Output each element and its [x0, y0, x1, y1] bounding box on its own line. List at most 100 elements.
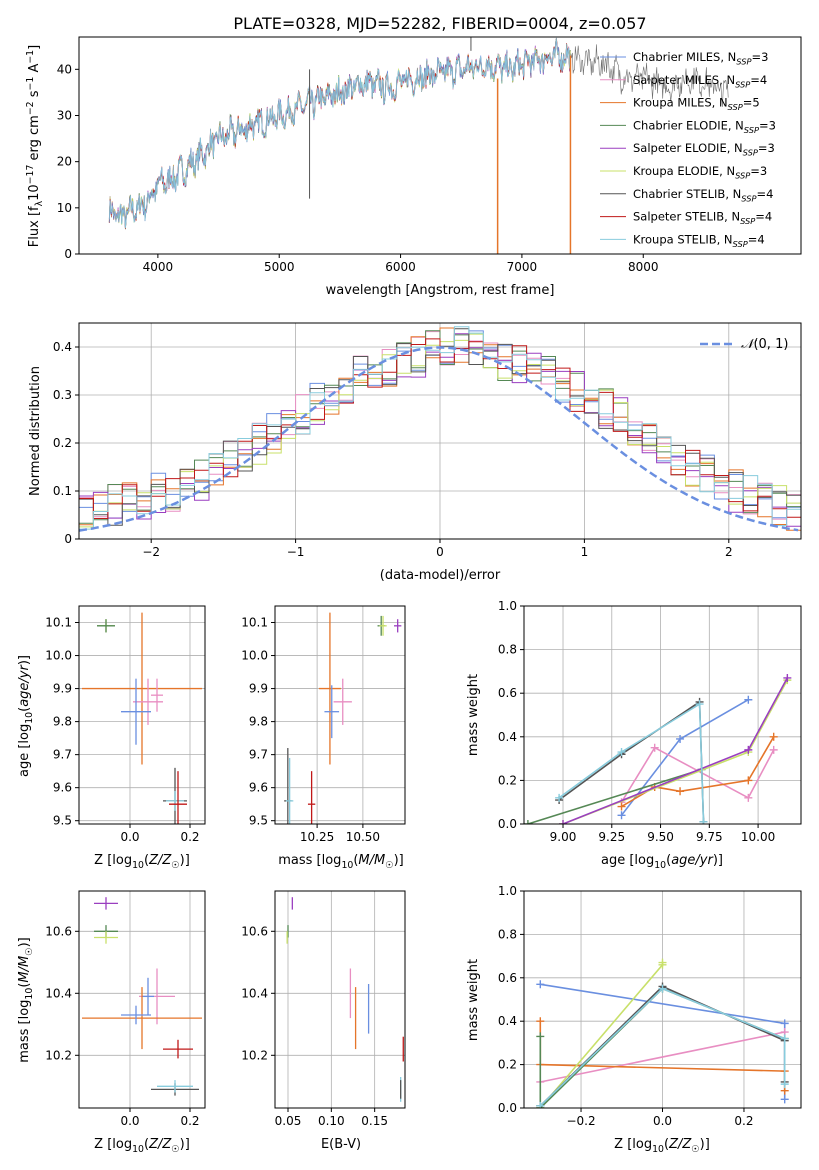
- x-tick-label: 0.2: [734, 1114, 753, 1128]
- y-axis-label: Normed distribution: [28, 366, 43, 496]
- y-tick-label: 9.7: [249, 748, 268, 762]
- x-tick-label: 9.25: [598, 830, 625, 844]
- mass-vs-Z-panel: 0.0 0.2 10.2 10.4 10.6 Z [log10​(Z/Z☉​)] mass …: [17, 890, 206, 1155]
- weight-marker-kroupa_stelib: [658, 984, 667, 993]
- histogram-salpeter_elodie: [79, 333, 801, 536]
- x-tick-label: 0.0: [653, 1114, 672, 1128]
- x-tick-label: 10.00: [741, 830, 775, 844]
- y-tick-label: 0.6: [498, 686, 517, 700]
- x-tick-label: 0.2: [180, 830, 199, 844]
- y-tick-label: 1.0: [498, 884, 517, 898]
- histogram-panel: −2 −1 0 1 2 0 0.1 0.2 0.3 0.4 𝒩(0, 1) (data-model)/…: [28, 322, 802, 583]
- y-tick-label: 10.4: [45, 986, 72, 1000]
- x-tick-label: 7000: [507, 260, 538, 274]
- weight-marker-chabrier_elodie: [524, 820, 532, 824]
- y-tick-label: 10.6: [241, 924, 268, 938]
- y-axis-label: mass [log10​(M/M☉​)]: [17, 937, 35, 1063]
- weight-marker-chabrier_miles: [780, 1019, 789, 1028]
- y-axis-label: age [log10​(age/yr)]: [17, 655, 35, 777]
- weight-marker-chabrier_elodie: [536, 1032, 545, 1041]
- y-tick-label: 9.7: [53, 748, 72, 762]
- weight-marker-kroupa_stelib: [695, 700, 704, 709]
- x-tick-label: 0.15: [361, 1114, 388, 1128]
- y-axis-label: Flux [fλ​10−17​ erg cm−2​ s−1​ A−1​]: [25, 45, 45, 247]
- legend-label: Chabrier ELODIE, NSSP​=3: [633, 118, 776, 134]
- weight-marker-kroupa_stelib: [536, 1101, 545, 1108]
- axes-frame: [78, 605, 206, 825]
- weight-line-chabrier_elodie: [527, 768, 702, 824]
- y-tick-label: 0.2: [53, 436, 72, 450]
- weight-line-kroupa_elodie: [539, 962, 664, 1108]
- spectrum-panel: 4000 5000 6000 7000 8000 0 10 20 30 40 wavelength …: [25, 36, 802, 298]
- y-tick-label: 9.8: [249, 715, 268, 729]
- y-tick-label: 0: [64, 532, 72, 546]
- plot-area: [286, 897, 404, 1102]
- y-tick-label: 10.2: [241, 1048, 268, 1062]
- weight-marker-kroupa_stelib: [699, 817, 708, 824]
- figure-title: PLATE=0328, MJD=52282, FIBERID=0004, z=0…: [233, 14, 646, 33]
- weight-marker-salpeter_miles: [769, 745, 778, 754]
- y-tick-label: 10.1: [45, 616, 72, 630]
- weight-marker-salpeter_elodie: [783, 673, 792, 682]
- x-tick-label: 2: [725, 545, 733, 559]
- y-tick-label: 0.0: [498, 1101, 517, 1115]
- plot-area: [82, 612, 202, 824]
- y-axis-label: mass weight: [466, 674, 481, 756]
- legend-label: Kroupa MILES, NSSP​=5: [633, 96, 760, 112]
- x-axis-label: age [log10​(age/yr)]: [601, 853, 723, 871]
- plot-area: [524, 673, 792, 824]
- legend-label: Salpeter ELODIE, NSSP​=3: [633, 141, 775, 157]
- x-tick-label: 10.50: [346, 830, 380, 844]
- plot-area: [108, 37, 729, 254]
- weight-marker-chabrier_miles: [780, 1095, 789, 1104]
- mass-vs-ebv-panel: 0.05 0.10 0.15 10.2 10.4 10.6 E(B-V): [241, 890, 406, 1152]
- weight-marker-kroupa_miles: [617, 802, 626, 811]
- legend-label: Chabrier STELIB, NSSP​=4: [633, 187, 773, 203]
- weight-marker-salpeter_elodie: [559, 820, 568, 824]
- plot-area: [79, 326, 801, 539]
- x-axis-label: (data-model)/error: [380, 568, 501, 583]
- x-tick-label: 1: [581, 545, 589, 559]
- mass-weight-Z-panel: −0.2 0.0 0.2 0.0 0.2 0.4 0.6 0.8 1.0 Z [log10​(Z/…: [466, 884, 802, 1155]
- x-tick-label: 9.75: [696, 830, 723, 844]
- y-tick-label: 0.3: [53, 388, 72, 402]
- y-tick-label: 10: [57, 201, 72, 215]
- x-tick-label: 0: [436, 545, 444, 559]
- x-axis-label: mass [log10​(M/M☉​)]: [278, 853, 404, 871]
- weight-marker-salpeter_elodie: [744, 745, 753, 754]
- weight-marker-kroupa_elodie: [658, 958, 667, 967]
- legend-label: Salpeter MILES, NSSP​=4: [633, 73, 767, 89]
- y-tick-label: 1.0: [498, 599, 517, 613]
- histogram-chabrier_elodie: [79, 330, 801, 524]
- y-tick-label: 30: [57, 108, 72, 122]
- x-tick-label: 0.2: [180, 1114, 199, 1128]
- x-tick-label: 0.10: [318, 1114, 345, 1128]
- axes-frame: [274, 605, 406, 825]
- gaussian-curve: [79, 346, 799, 532]
- y-tick-label: 10.0: [241, 649, 268, 663]
- x-axis-label: Z [log10​(Z/Z☉​)]: [614, 1137, 710, 1155]
- x-axis-label: Z [log10​(Z/Z☉​)]: [94, 853, 190, 871]
- x-tick-label: 0.05: [275, 1114, 302, 1128]
- weight-marker-salpeter_miles: [744, 793, 753, 802]
- y-tick-label: 9.9: [53, 682, 72, 696]
- plot-area: [82, 897, 202, 1096]
- weight-marker-chabrier_miles: [536, 980, 545, 989]
- histogram-salpeter_miles: [79, 331, 801, 522]
- x-tick-label: 8000: [628, 260, 659, 274]
- y-tick-label: 9.8: [53, 715, 72, 729]
- axes-frame: [78, 36, 802, 255]
- x-axis-label: E(B-V): [321, 1137, 361, 1152]
- weight-line-kroupa_stelib: [558, 702, 705, 822]
- weight-line-salpeter_miles: [540, 1031, 785, 1083]
- legend-label: Kroupa ELODIE, NSSP​=3: [633, 164, 767, 180]
- legend-label: Salpeter STELIB, NSSP​=4: [633, 210, 772, 226]
- axes-frame: [274, 890, 406, 1109]
- x-tick-label: 10.25: [300, 830, 334, 844]
- plot-area: [536, 958, 789, 1108]
- weight-marker-kroupa_miles: [744, 776, 753, 785]
- histogram-chabrier_stelib: [79, 328, 801, 539]
- y-tick-label: 10.6: [45, 924, 72, 938]
- histogram-chabrier_miles: [79, 330, 801, 519]
- x-axis-label: wavelength [Angstrom, rest frame]: [326, 283, 555, 298]
